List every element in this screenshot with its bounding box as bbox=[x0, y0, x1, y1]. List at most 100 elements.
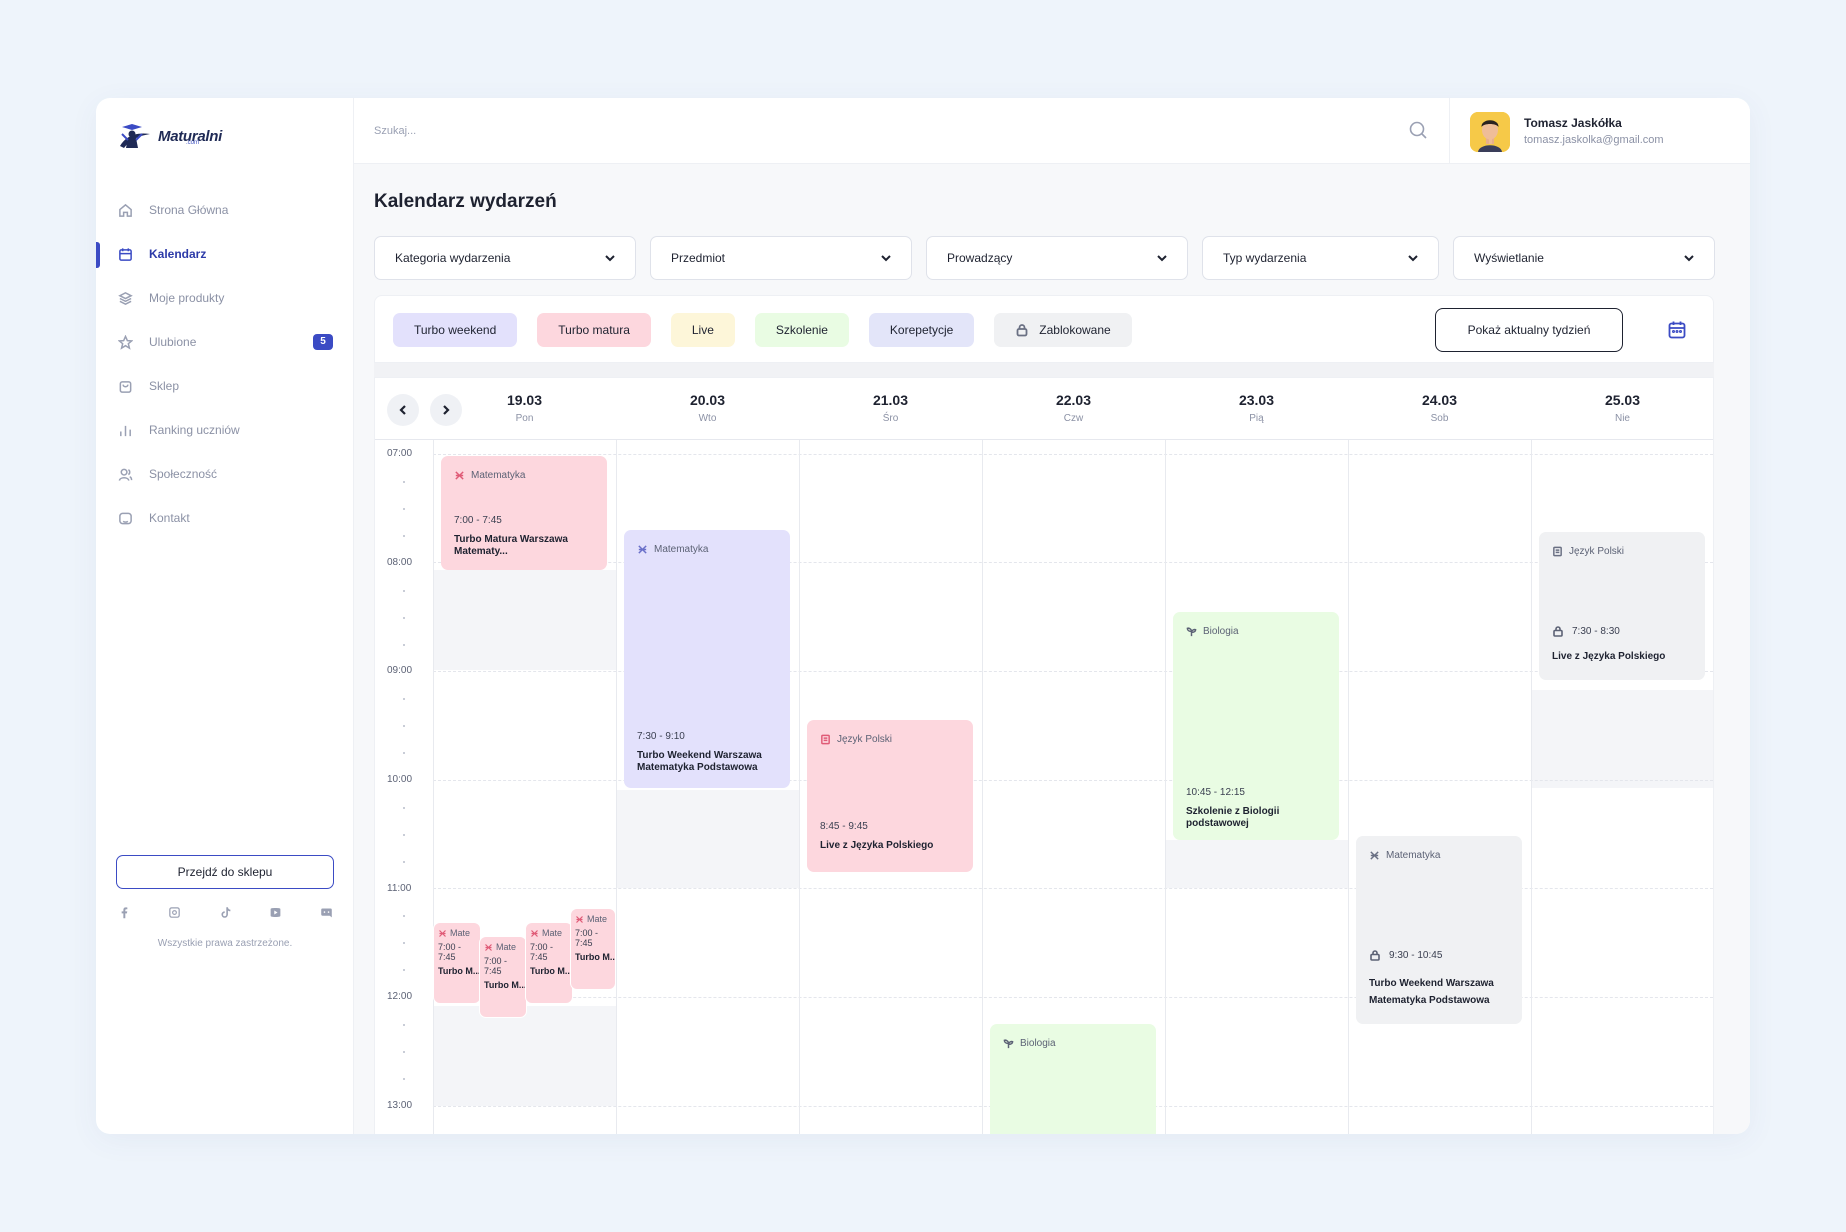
sidebar-item-label: Moje produkty bbox=[149, 291, 225, 305]
event-time: 7:00 - 7:45 bbox=[575, 928, 599, 948]
event-title: Turbo M... Warszaw... bbox=[575, 952, 616, 962]
math-icon bbox=[455, 471, 464, 480]
hour-label: 13:00 bbox=[387, 1100, 413, 1111]
youtube-icon[interactable] bbox=[268, 904, 284, 920]
filter-event-type[interactable]: Typ wydarzenia bbox=[1202, 236, 1439, 280]
quarter-dot bbox=[403, 481, 405, 483]
event-card[interactable]: Matematyka 9:30 - 10:45 Turbo Weekend Wa… bbox=[1356, 836, 1522, 1024]
sidebar: Maturalni .com Strona Główna Kalendarz M… bbox=[96, 98, 354, 1134]
social-links bbox=[116, 904, 334, 920]
day-header: 23.03 Pią bbox=[1165, 392, 1348, 424]
chevron-down-icon bbox=[881, 255, 891, 262]
legend-chip-turbo-weekend[interactable]: Turbo weekend bbox=[393, 313, 518, 347]
search-bar bbox=[374, 98, 1334, 164]
event-time: 7:00 - 7:45 bbox=[438, 942, 462, 962]
event-card[interactable]: Język Polski 8:45 - 9:45 Live z Języka P… bbox=[807, 720, 973, 872]
event-card[interactable]: Matematyka 7:00 - 7:45 Turbo Matura Wars… bbox=[441, 456, 607, 570]
next-week-button[interactable] bbox=[430, 394, 462, 426]
hour-line bbox=[433, 454, 1713, 455]
event-card[interactable]: Język Polski 7:30 - 8:30 Live z Języka P… bbox=[1539, 532, 1705, 680]
sidebar-item-products[interactable]: Moje produkty bbox=[96, 276, 353, 320]
quarter-dot bbox=[403, 969, 405, 971]
event-subject-label: Mate bbox=[496, 942, 517, 952]
day-separator bbox=[616, 440, 617, 1134]
leaf-icon bbox=[1003, 1039, 1014, 1049]
event-time: 7:00 - 7:45 bbox=[530, 942, 554, 962]
event-card[interactable]: Matematyka 7:30 - 9:10 Turbo Weekend War… bbox=[624, 530, 790, 788]
filter-display[interactable]: Wyświetlanie bbox=[1453, 236, 1715, 280]
event-title: Live z Języka Polskiego bbox=[820, 840, 934, 851]
blocked-slot bbox=[434, 570, 616, 670]
day-date: 20.03 bbox=[689, 392, 726, 408]
sidebar-item-favorites[interactable]: Ulubione 5 bbox=[96, 320, 353, 364]
book-icon bbox=[821, 734, 830, 745]
logo[interactable]: Maturalni bbox=[116, 118, 222, 154]
tiktok-icon[interactable] bbox=[217, 904, 233, 920]
event-subject: Język Polski bbox=[1552, 546, 1692, 557]
quarter-dot bbox=[403, 752, 405, 754]
filter-event-category[interactable]: Kategoria wydarzenia bbox=[374, 236, 636, 280]
top-bar: Tomasz Jaskółka tomasz.jaskolka@gmail.co… bbox=[354, 98, 1750, 164]
event-time-label: 9:30 - 10:45 bbox=[1389, 949, 1443, 961]
chip-label: Turbo weekend bbox=[414, 323, 497, 337]
quarter-dot bbox=[403, 1024, 405, 1026]
show-current-week-button[interactable]: Pokaż aktualny tydzień bbox=[1435, 308, 1623, 352]
legend-chip-zablokowane[interactable]: Zablokowane bbox=[994, 313, 1132, 347]
legend-chip-live[interactable]: Live bbox=[670, 313, 735, 347]
event-card[interactable]: Mate 7:00 - 7:45 Turbo M... Warszaw... bbox=[525, 922, 573, 1004]
avatar[interactable] bbox=[1470, 112, 1510, 152]
sidebar-item-community[interactable]: Społeczność bbox=[96, 452, 353, 496]
day-header: 24.03 Sob bbox=[1348, 392, 1531, 424]
quarter-dot bbox=[403, 942, 405, 944]
sidebar-item-label: Kalendarz bbox=[149, 247, 207, 261]
legend-chip-turbo-matura[interactable]: Turbo matura bbox=[537, 313, 651, 347]
legend-chip-korepetycje[interactable]: Korepetycje bbox=[868, 313, 975, 347]
hour-label: 10:00 bbox=[387, 774, 413, 785]
calendar-grid: 07:00 08:00 09:00 10:00 11:00 12:00 13:0… bbox=[375, 440, 1713, 1134]
logo-sub: .com bbox=[186, 140, 200, 146]
prev-week-button[interactable] bbox=[387, 394, 419, 426]
filter-label: Prowadzący bbox=[947, 251, 1013, 265]
day-separator bbox=[1531, 440, 1532, 1134]
quarter-dot bbox=[403, 915, 405, 917]
search-input[interactable] bbox=[374, 125, 974, 137]
facebook-icon[interactable] bbox=[116, 904, 132, 920]
search-icon[interactable] bbox=[1408, 120, 1428, 140]
day-separator bbox=[433, 440, 434, 1134]
chevron-down-icon bbox=[605, 255, 615, 262]
quarter-dot bbox=[403, 1078, 405, 1080]
event-card[interactable]: Mate 7:00 - 7:45 Turbo M... Warszaw... bbox=[570, 908, 616, 990]
book-icon bbox=[1553, 546, 1562, 557]
sidebar-item-shop[interactable]: Sklep bbox=[96, 364, 353, 408]
sidebar-item-home[interactable]: Strona Główna bbox=[96, 188, 353, 232]
sidebar-item-contact[interactable]: Kontakt bbox=[96, 496, 353, 540]
instagram-icon[interactable] bbox=[167, 904, 183, 920]
day-separator bbox=[982, 440, 983, 1134]
event-subject: Mate bbox=[575, 914, 612, 924]
sidebar-item-label: Ulubione bbox=[149, 335, 197, 349]
filter-teacher[interactable]: Prowadzący bbox=[926, 236, 1188, 280]
event-card[interactable]: Biologia 10:45 - 12:15 Szkolenie z Biolo… bbox=[1173, 612, 1339, 840]
event-time: 7:30 - 9:10 bbox=[637, 731, 685, 742]
event-subject-label: Biologia bbox=[1020, 1038, 1056, 1049]
quarter-dot bbox=[403, 698, 405, 700]
go-to-shop-button[interactable]: Przejdź do sklepu bbox=[116, 855, 334, 889]
bar-chart-icon bbox=[120, 425, 131, 436]
quarter-dot bbox=[403, 535, 405, 537]
event-card[interactable]: Mate 7:00 - 7:45 Turbo M... Warszaw... bbox=[479, 936, 527, 1018]
filter-subject[interactable]: Przedmiot bbox=[650, 236, 912, 280]
discord-icon[interactable] bbox=[318, 904, 334, 920]
calendar-picker-icon[interactable] bbox=[1667, 320, 1689, 342]
event-title: Turbo Matura Warszawa Matematy... bbox=[454, 534, 568, 557]
event-card[interactable]: Biologia bbox=[990, 1024, 1156, 1134]
quarter-dot bbox=[403, 861, 405, 863]
sidebar-item-calendar[interactable]: Kalendarz bbox=[96, 232, 353, 276]
week-calendar: 19.03 Pon 20.03 Wto 21.03 Śro 22.03 Czw 23.0… bbox=[374, 377, 1714, 1134]
legend-chips: Turbo weekend Turbo matura Live Szkoleni… bbox=[393, 313, 1132, 347]
event-card[interactable]: Mate 7:00 - 7:45 Turbo M... Warszaw... bbox=[433, 922, 481, 1004]
chip-label: Szkolenie bbox=[775, 323, 828, 337]
sidebar-item-ranking[interactable]: Ranking uczniów bbox=[96, 408, 353, 452]
hour-line bbox=[433, 562, 1713, 563]
legend-chip-szkolenie[interactable]: Szkolenie bbox=[754, 313, 849, 347]
math-icon bbox=[439, 929, 446, 937]
